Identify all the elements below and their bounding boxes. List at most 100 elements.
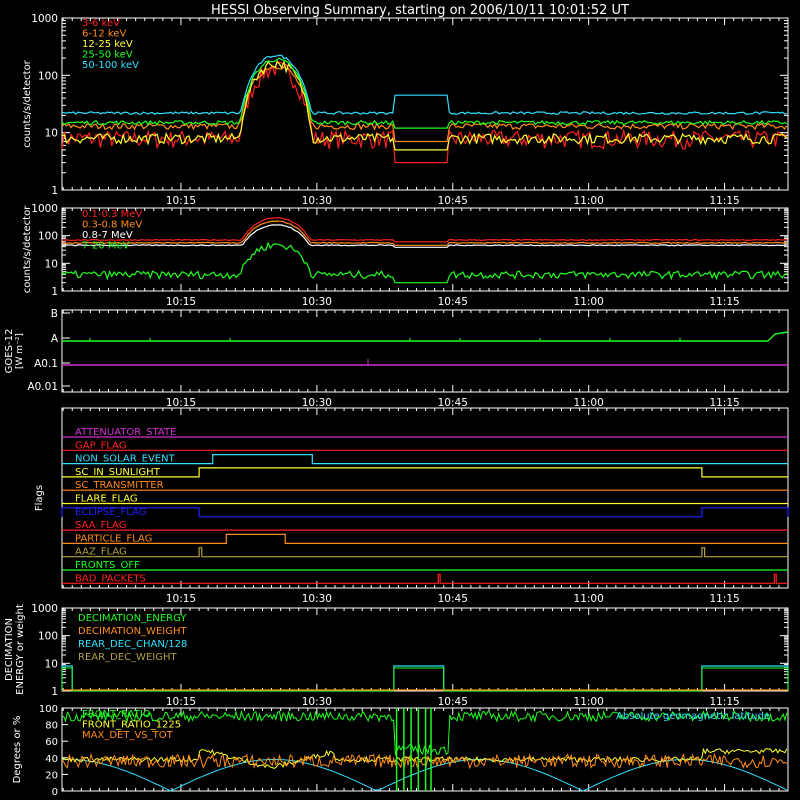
y-tick-label: 0 (52, 787, 58, 798)
y-axis-label: counts/s/detector (22, 205, 33, 293)
series-2-line (61, 65, 788, 143)
y-tick-label: 1 (51, 686, 58, 698)
panel-2-axes: 10:15 10:30 10:45 11:00 11:15 1 10 100 1000count… (22, 203, 789, 308)
series-3-line (61, 224, 787, 248)
y-tick-label: B (51, 308, 58, 320)
x-tick-label: 11:00 (574, 296, 604, 308)
panel-frame (61, 407, 789, 589)
decimation-chan-line (61, 665, 789, 692)
legend-entry: 6-12 keV (82, 29, 126, 40)
y-tick-label: 40 (45, 754, 58, 765)
legend-entry: REAR_DEC_WEIGHT (78, 652, 177, 663)
x-tick-label: 11:00 (574, 397, 604, 409)
y-axis-unit: [W m⁻²] (15, 333, 25, 369)
flag-line-particle_flag (62, 533, 788, 544)
x-tick-label: 10:30 (302, 593, 332, 605)
panel-frame (61, 607, 789, 692)
y-axis-label: GOES-12 (4, 329, 15, 374)
x-tick-label: 11:00 (574, 195, 604, 207)
legend-entry: 12-25 keV (82, 39, 133, 50)
legend-entry: MAX_DET_VS_TOT (82, 730, 174, 741)
y-tick-label: 80 (45, 721, 58, 732)
y-axis-label: Flags (34, 485, 45, 511)
flag-line-aaz_flag (62, 547, 788, 558)
legend-entry: 0.8-7 MeV (82, 230, 133, 241)
flag-label: ECLIPSE_FLAG (75, 507, 146, 518)
x-tick-label: 11:15 (709, 593, 739, 605)
y-axis-label: counts/s/detector (22, 59, 33, 147)
y-tick-label: A0.01 (27, 381, 58, 393)
series-4-line (61, 241, 788, 284)
flag-label: SC_IN_SUNLIGHT (75, 467, 161, 478)
y-tick-label: 1000 (31, 203, 58, 215)
panel-frame (61, 309, 789, 393)
x-tick-label: 11:15 (709, 696, 739, 708)
legend-entry: 0.1-0.3 MeV (82, 209, 142, 220)
series-4-line (61, 57, 788, 129)
x-tick-label: 10:15 (166, 195, 196, 207)
y-tick-label: 10 (45, 258, 58, 270)
series-2-line (61, 220, 787, 246)
y-tick-label: 100 (39, 704, 58, 715)
figure-title: HESSI Observing Summary, starting on 200… (211, 3, 629, 18)
legend-entry: 25-50 keV (82, 50, 133, 61)
legend-entry: DECIMATION_ENERGY (78, 613, 187, 624)
x-tick-label: 10:45 (438, 696, 468, 708)
series-1-line (61, 60, 788, 164)
x-tick-label: 10:15 (166, 696, 196, 708)
legend-entry: FRONT_RATIO_1225 (82, 720, 181, 731)
legend-entry: 7-20 MeV (82, 241, 130, 252)
flag-label: SAA_FLAG (75, 520, 126, 531)
x-tick-label: 11:00 (574, 696, 604, 708)
legend-entry: REAR_DEC_CHAN/128 (78, 639, 187, 650)
flag-label: ATTENUATOR_STATE (75, 427, 176, 438)
y-tick-label: 100 (38, 231, 58, 243)
y-tick-label: 1000 (31, 603, 58, 615)
x-tick-label: 10:15 (166, 593, 196, 605)
front-ratio-line (61, 709, 788, 757)
flag-label: FRONTS_OFF (75, 560, 140, 571)
flag-label: AAZ_FLAG (75, 547, 127, 558)
series-1-line (62, 216, 787, 243)
legend-entry: 0.3-0.8 MeV (82, 220, 142, 231)
y-axis-label: Degrees or % (12, 716, 23, 784)
y-tick-label: 100 (38, 70, 58, 82)
legend-entry: 50-100 keV (82, 60, 139, 71)
y-axis-label-2: ENERGY or weight (15, 604, 26, 695)
panel-6-axes: 0 20 40 60 80 100 Degrees or % FRONT_RATIOFRONT… (12, 704, 789, 798)
y-tick-label: 1 (51, 185, 58, 197)
y-tick-label: 1 (51, 286, 58, 298)
panel-frame (61, 17, 789, 191)
x-tick-label: 10:45 (438, 195, 468, 207)
y-tick-label: A0.1 (34, 358, 58, 370)
x-tick-label: 10:15 (166, 296, 196, 308)
x-tick-label: 10:45 (438, 397, 468, 409)
x-tick-label: 11:15 (709, 397, 739, 409)
legend-entry: 3-6 keV (82, 18, 120, 29)
max-det-line (61, 752, 788, 770)
panel-frame (61, 207, 789, 292)
x-tick-label: 11:00 (574, 593, 604, 605)
flag-line-bad_packets (62, 573, 788, 584)
flag-line-non_solar_event (62, 454, 788, 465)
y-tick-label: 10 (45, 658, 58, 670)
y-tick-label: 10 (45, 128, 58, 140)
y-tick-label: 100 (38, 631, 58, 643)
flag-label: NON_SOLAR_EVENT (75, 454, 176, 465)
x-tick-label: 11:15 (709, 296, 739, 308)
series-3-line (61, 59, 788, 151)
x-tick-label: 10:15 (166, 397, 196, 409)
y-tick-label: 20 (45, 770, 58, 781)
flag-label: FLARE_FLAG (75, 494, 138, 505)
x-tick-label: 10:30 (302, 397, 332, 409)
flag-label: SC_TRANSMITTER (75, 480, 164, 491)
series-5-line (61, 54, 787, 116)
panel-3-axes: 10:15 10:30 10:45 11:00 11:15 B A A0.1 A0.01 GOES… (4, 308, 789, 409)
decimation-energy-line (61, 667, 789, 692)
flag-line-sc_in_sunlight (62, 467, 788, 478)
x-tick-label: 10:45 (438, 296, 468, 308)
x-tick-label: 10:30 (302, 696, 332, 708)
flag-label: PARTICLE_FLAG (75, 533, 152, 544)
flag-label: BAD_PACKETS (75, 573, 146, 584)
